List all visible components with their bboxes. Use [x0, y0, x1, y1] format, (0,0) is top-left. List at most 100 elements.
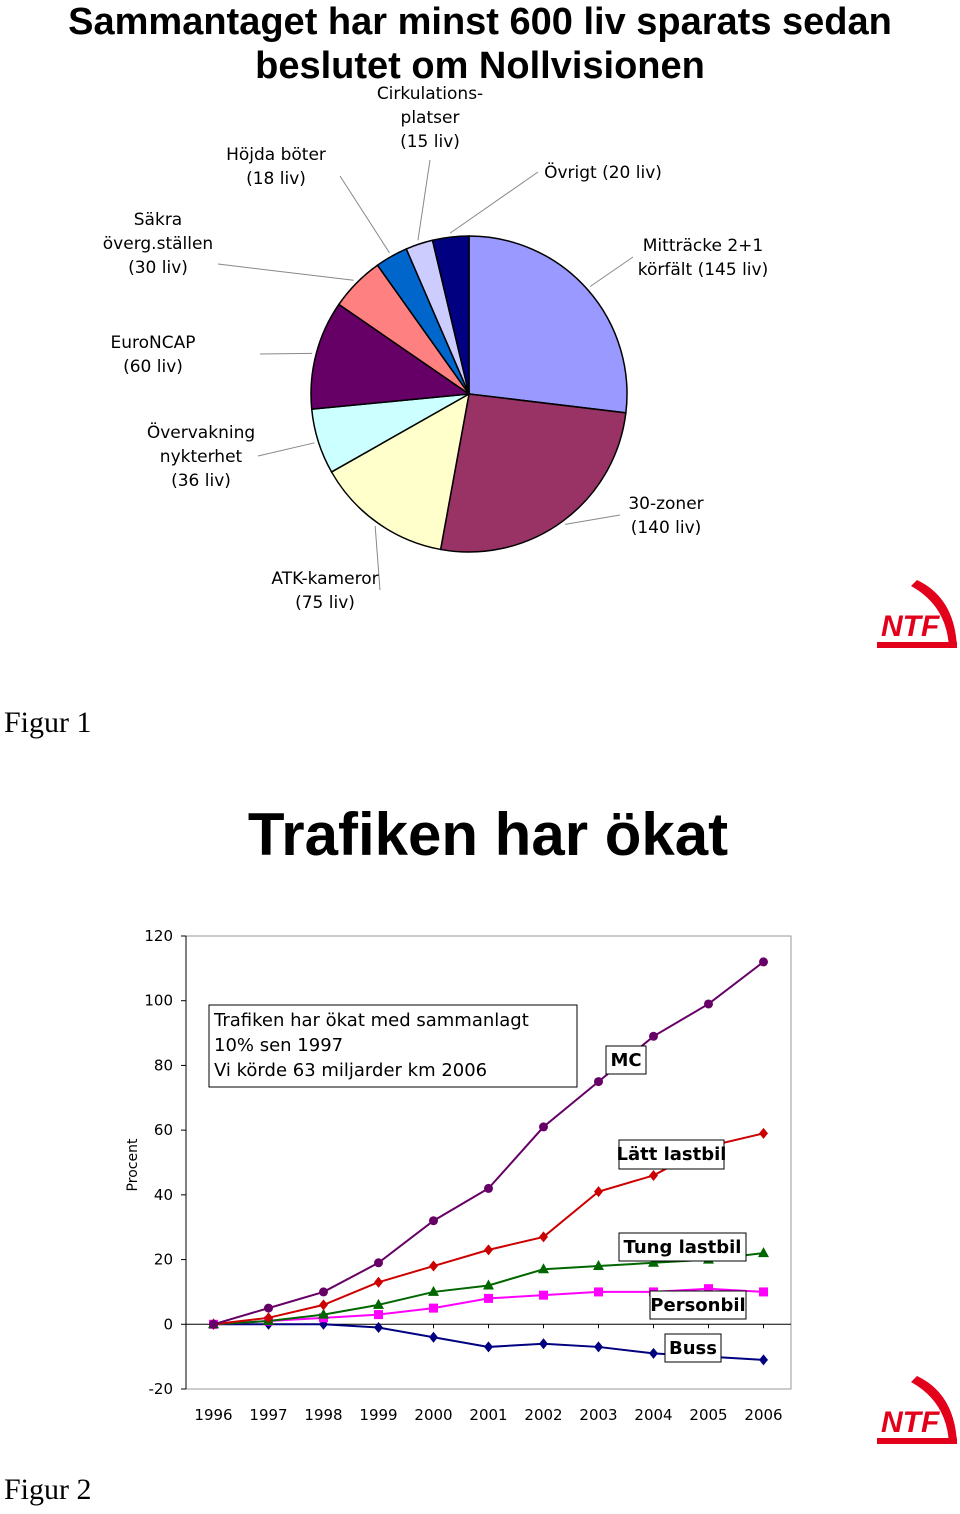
- x-tick-label: 2004: [634, 1406, 672, 1424]
- data-point: [318, 1308, 329, 1319]
- series-tung-lastbil: [208, 1247, 769, 1329]
- pie-slice: [439, 393, 627, 553]
- pie-label: Säkra överg.ställen (30 liv): [103, 210, 213, 278]
- data-point: [704, 999, 713, 1009]
- data-point: [373, 1298, 384, 1309]
- leader-line: [417, 159, 431, 241]
- pie-label-line: Höjda böter: [226, 145, 326, 165]
- x-tick-label: 2000: [414, 1406, 452, 1424]
- x-tick-label: 2006: [744, 1406, 782, 1424]
- data-point: [264, 1303, 273, 1313]
- annotation-line: Trafiken har ökat med sammanlagt: [213, 1010, 529, 1031]
- y-tick-label: 120: [144, 927, 173, 945]
- pie-label-line: 30-zoner: [628, 494, 703, 514]
- figure1-title-line1: Sammantaget har minst 600 liv sparats se…: [68, 1, 892, 43]
- pie-label-line: (75 liv): [295, 593, 355, 613]
- pie-label-line: (60 liv): [123, 357, 183, 377]
- pie-label-line: nykterhet: [160, 447, 243, 467]
- y-tick-label: 100: [144, 992, 173, 1010]
- x-tick-label: 1999: [359, 1406, 397, 1424]
- leader-line: [217, 263, 354, 281]
- pie-label: ATK-kameror (75 liv): [271, 569, 378, 613]
- data-point: [374, 1310, 383, 1320]
- figure2-title: Trafiken har ökat: [247, 801, 729, 868]
- data-point: [759, 1127, 768, 1139]
- pie-label-line: överg.ställen: [103, 234, 213, 254]
- leader-line: [339, 175, 390, 254]
- data-point: [539, 1122, 548, 1132]
- series-label-box: [649, 1290, 747, 1320]
- figure1-title: Sammantaget har minst 600 liv sparats se…: [0, 0, 960, 88]
- pie-label-line: Cirkulations-: [377, 84, 483, 104]
- logo-swoosh: [911, 580, 957, 648]
- data-point: [649, 1169, 658, 1181]
- x-tick-label: 2005: [689, 1406, 727, 1424]
- pie-label-line: Övrigt (20 liv): [544, 161, 662, 183]
- data-point: [539, 1290, 548, 1300]
- pie-label-line: (140 liv): [631, 518, 702, 538]
- data-point: [484, 1244, 493, 1256]
- pie-label-line: (18 liv): [246, 169, 306, 189]
- leader-line: [259, 352, 313, 355]
- data-point: [594, 1186, 603, 1198]
- data-point: [759, 957, 768, 967]
- data-point: [594, 1287, 603, 1297]
- data-point: [484, 1293, 493, 1303]
- data-point: [539, 1338, 548, 1350]
- pie-label: Cirkulations-platser (15 liv): [377, 84, 483, 152]
- data-point: [429, 1303, 438, 1313]
- series-label-box: [664, 1333, 722, 1363]
- pie-slice: [330, 392, 471, 551]
- pie-label-line: Mitträcke 2+1: [643, 236, 763, 256]
- leader-line: [257, 442, 315, 457]
- pie-label: Höjda böter (18 liv): [226, 145, 326, 189]
- series-label: Personbil: [650, 1295, 745, 1316]
- annotation-box: [208, 1004, 578, 1088]
- data-point: [483, 1279, 494, 1290]
- data-point: [319, 1287, 328, 1297]
- series-label-box: [605, 1045, 647, 1075]
- data-point: [264, 1312, 273, 1324]
- data-point: [758, 1247, 769, 1258]
- pie-chart: Mitträcke 2+1 körfält (145 liv) 30-zoner (1…: [103, 84, 957, 648]
- series-label: Lätt lastbil: [617, 1144, 727, 1165]
- y-tick-label: 0: [163, 1315, 173, 1333]
- pie-label-line: (15 liv): [400, 132, 460, 152]
- figure1-title-line2: beslutet om Nollvisionen: [255, 45, 705, 87]
- data-point: [374, 1322, 383, 1334]
- data-point: [539, 1231, 548, 1243]
- pie-label-line: Säkra: [134, 210, 182, 230]
- y-tick-label: 40: [154, 1186, 173, 1204]
- leader-line: [449, 171, 539, 234]
- data-point: [593, 1260, 604, 1271]
- data-point: [649, 1347, 658, 1359]
- data-point: [319, 1299, 328, 1311]
- data-point: [429, 1260, 438, 1272]
- data-point: [759, 1287, 768, 1297]
- data-point: [594, 1341, 603, 1353]
- pie-label-line: ATK-kameror: [271, 569, 378, 589]
- figure1-caption: Figur 1: [4, 706, 92, 739]
- leader-line: [565, 514, 621, 525]
- logo-text: NTF: [881, 610, 940, 643]
- data-point: [759, 1354, 768, 1366]
- data-point: [648, 1256, 659, 1267]
- ntf-logo: NTF: [877, 1376, 957, 1444]
- data-point: [649, 1031, 658, 1041]
- x-tick-label: 2002: [524, 1406, 562, 1424]
- data-point: [429, 1216, 438, 1226]
- data-point: [429, 1331, 438, 1343]
- y-tick-label: 80: [154, 1056, 173, 1074]
- data-point: [484, 1341, 493, 1353]
- pie-label: Övervakning nykterhet (36 liv): [147, 421, 255, 491]
- annotation-line: Vi körde 63 miljarder km 2006: [214, 1060, 487, 1081]
- leader-line: [374, 526, 381, 591]
- logo-underline: [877, 1438, 957, 1444]
- series-label: Tung lastbil: [624, 1237, 742, 1258]
- pie-label-line: platser: [401, 108, 460, 128]
- x-tick-label: 2003: [579, 1406, 617, 1424]
- data-point: [594, 1077, 603, 1087]
- figure2-caption: Figur 2: [4, 1473, 92, 1506]
- pie-label: Övrigt (20 liv): [544, 161, 662, 183]
